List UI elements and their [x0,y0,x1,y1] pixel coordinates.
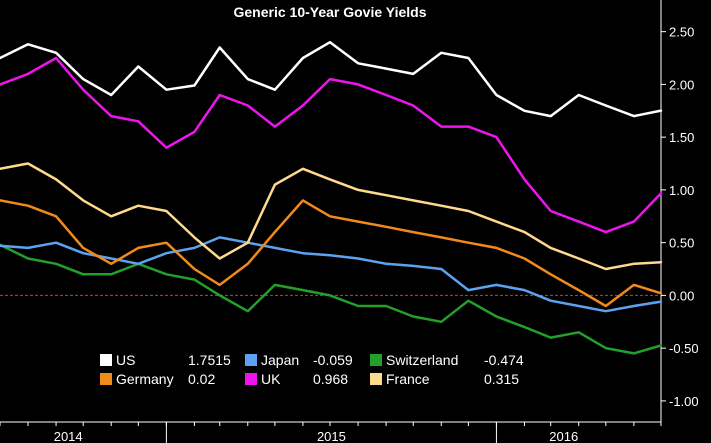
legend-swatch-japan [245,353,257,366]
legend-value-uk: 0.968 [313,370,349,387]
series-line-japan [0,236,663,313]
x-tick-label: 2016 [549,429,578,443]
y-tick-label: 0.50 [669,236,694,251]
legend-row-2: Germany 0.02 UK 0.968 France 0.315 [100,369,530,388]
series-group [0,40,663,355]
legend-value-japan: -0.059 [313,351,353,368]
legend-value-switzerland: -0.474 [484,351,524,368]
series-line-germany [0,199,663,308]
legend-swatch-france [370,372,382,385]
x-tick-label: 2015 [317,429,346,443]
series-line-switzerland [0,243,663,355]
legend-item-uk: UK 0.968 [245,371,370,387]
x-axis: 2014 2015 2016 [0,422,662,443]
legend: US 1.7515 Japan -0.059 Switzerland -0.47… [100,350,530,388]
legend-value-france: 0.315 [484,370,520,387]
legend-item-france: France 0.315 [370,371,519,387]
x-tick-label: 2014 [54,429,83,443]
legend-item-us: US 1.7515 [100,352,245,368]
y-tick-label: 0.00 [669,288,694,303]
legend-value-us: 1.7515 [188,351,231,368]
legend-item-japan: Japan -0.059 [245,352,370,368]
y-tick-label: 1.50 [669,130,694,145]
series-line-uk [0,56,663,234]
legend-label-uk: UK [261,370,281,387]
chart-title: Generic 10-Year Govie Yields [234,4,427,20]
legend-row-1: US 1.7515 Japan -0.059 Switzerland -0.47… [100,350,530,369]
legend-label-germany: Germany [116,370,174,387]
series-line-france [0,162,663,271]
legend-item-switzerland: Switzerland -0.474 [370,352,524,368]
y-tick-label: 2.00 [669,77,694,92]
y-tick-label: 1.00 [669,183,694,198]
legend-label-switzerland: Switzerland [386,351,459,368]
legend-label-france: France [386,370,430,387]
legend-swatch-germany [100,372,112,385]
legend-swatch-us [100,353,112,366]
legend-item-germany: Germany 0.02 [100,371,245,387]
y-axis: 2.50 2.00 1.50 1.00 0.50 0.00 -0.50 -1.00 [661,25,699,409]
legend-swatch-uk [245,372,257,385]
series-line-us [0,40,663,118]
legend-swatch-switzerland [370,353,382,366]
legend-label-us: US [116,351,136,368]
y-tick-label: -1.00 [669,394,699,409]
y-tick-label: 2.50 [669,25,694,40]
legend-value-germany: 0.02 [188,370,216,387]
legend-label-japan: Japan [261,351,300,368]
y-tick-label: -0.50 [669,341,699,356]
